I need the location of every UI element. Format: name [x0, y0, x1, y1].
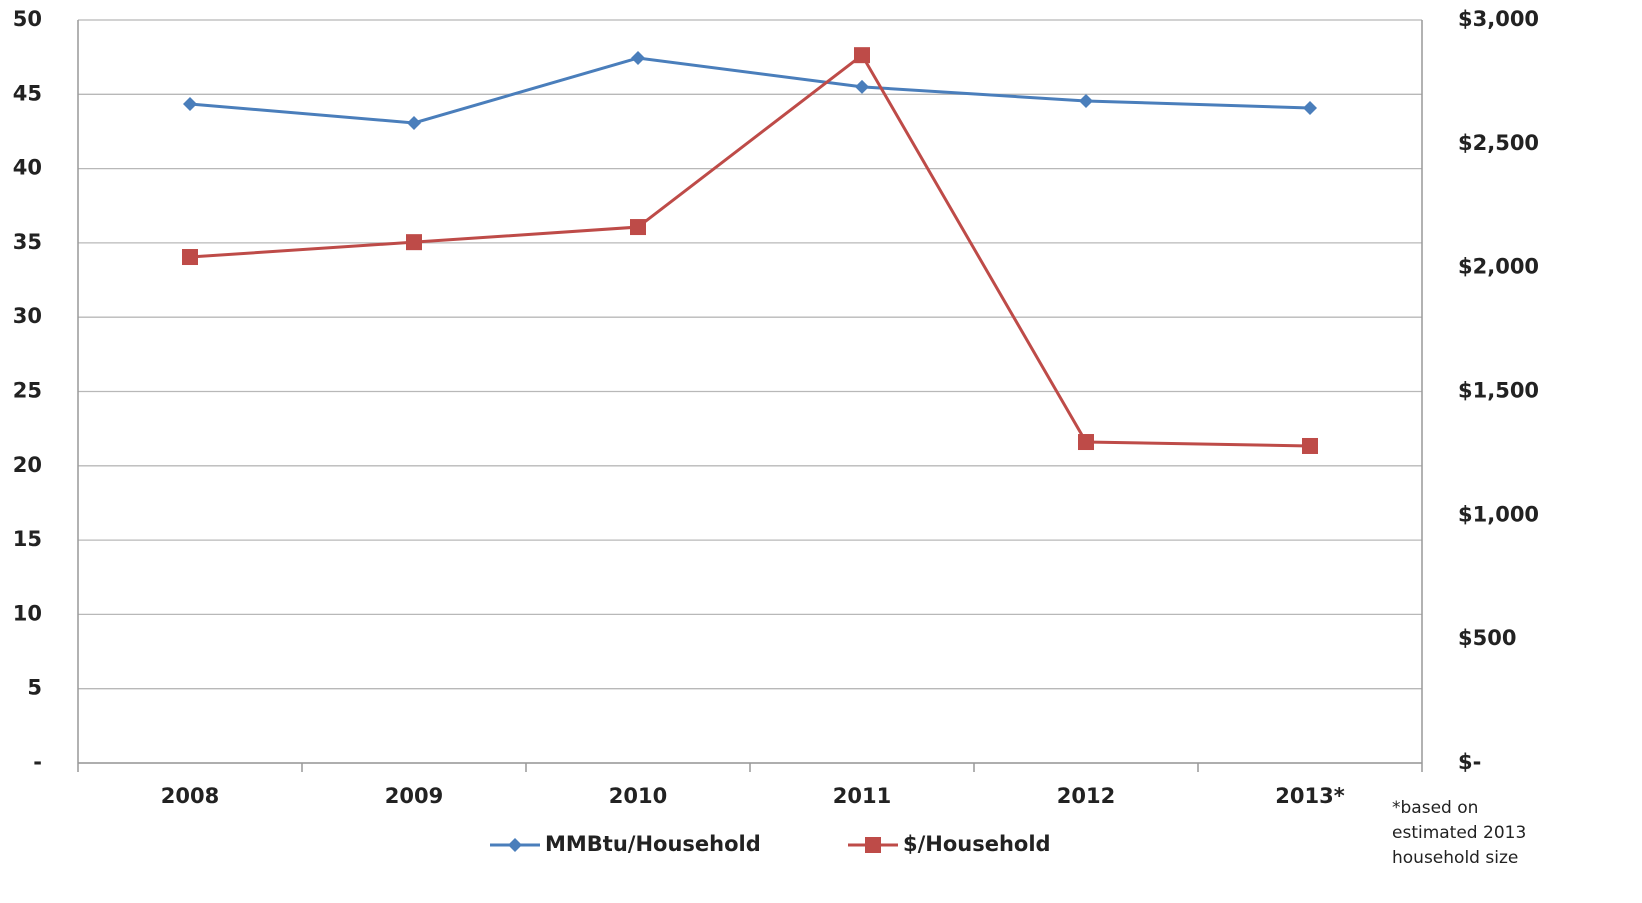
y2-tick-label: $1,000	[1458, 502, 1539, 526]
data-point	[407, 115, 421, 130]
y-tick-label: 10	[13, 601, 42, 625]
data-point	[1079, 93, 1093, 108]
series-line	[189, 52, 1311, 448]
legend-marker	[508, 838, 522, 852]
x-tick-label: 2013*	[1275, 784, 1344, 808]
y-tick-label: -	[33, 750, 42, 774]
y2-tick-label: $1,500	[1458, 379, 1539, 403]
x-tick-label: 2008	[161, 784, 219, 808]
data-point	[630, 219, 646, 236]
y2-tick-label: $2,500	[1458, 131, 1539, 155]
data-point	[1303, 100, 1317, 115]
y-tick-label: 15	[13, 527, 42, 551]
data-point	[1302, 437, 1318, 454]
data-point	[406, 234, 422, 251]
legend-marker	[865, 837, 881, 853]
x-tick-label: 2009	[385, 784, 443, 808]
y2-tick-label: $-	[1458, 750, 1481, 774]
x-tick-label: 2010	[609, 784, 667, 808]
y-tick-label: 20	[13, 453, 42, 477]
footnote: household size	[1392, 848, 1518, 868]
y2-tick-label: $3,000	[1458, 7, 1539, 31]
y2-tick-label: $500	[1458, 626, 1516, 650]
data-point	[855, 79, 869, 94]
data-point	[182, 249, 198, 266]
y-tick-label: 5	[27, 676, 42, 700]
y-tick-label: 25	[13, 379, 42, 403]
y-tick-label: 45	[13, 81, 42, 105]
y-tick-label: 35	[13, 230, 42, 254]
data-point	[183, 96, 197, 111]
series-line	[189, 56, 1311, 125]
footnote: *based on	[1392, 798, 1478, 818]
x-tick-label: 2011	[833, 784, 891, 808]
data-point	[854, 47, 870, 64]
footnote: estimated 2013	[1392, 823, 1526, 843]
y-tick-label: 40	[13, 156, 42, 180]
legend-label: MMBtu/Household	[545, 832, 761, 856]
x-tick-label: 2012	[1057, 784, 1115, 808]
data-point	[631, 51, 645, 66]
legend-label: $/Household	[903, 832, 1051, 856]
y-tick-label: 30	[13, 304, 42, 328]
data-point	[1078, 434, 1094, 451]
y2-tick-label: $2,000	[1458, 255, 1539, 279]
y-tick-label: 50	[13, 7, 42, 31]
